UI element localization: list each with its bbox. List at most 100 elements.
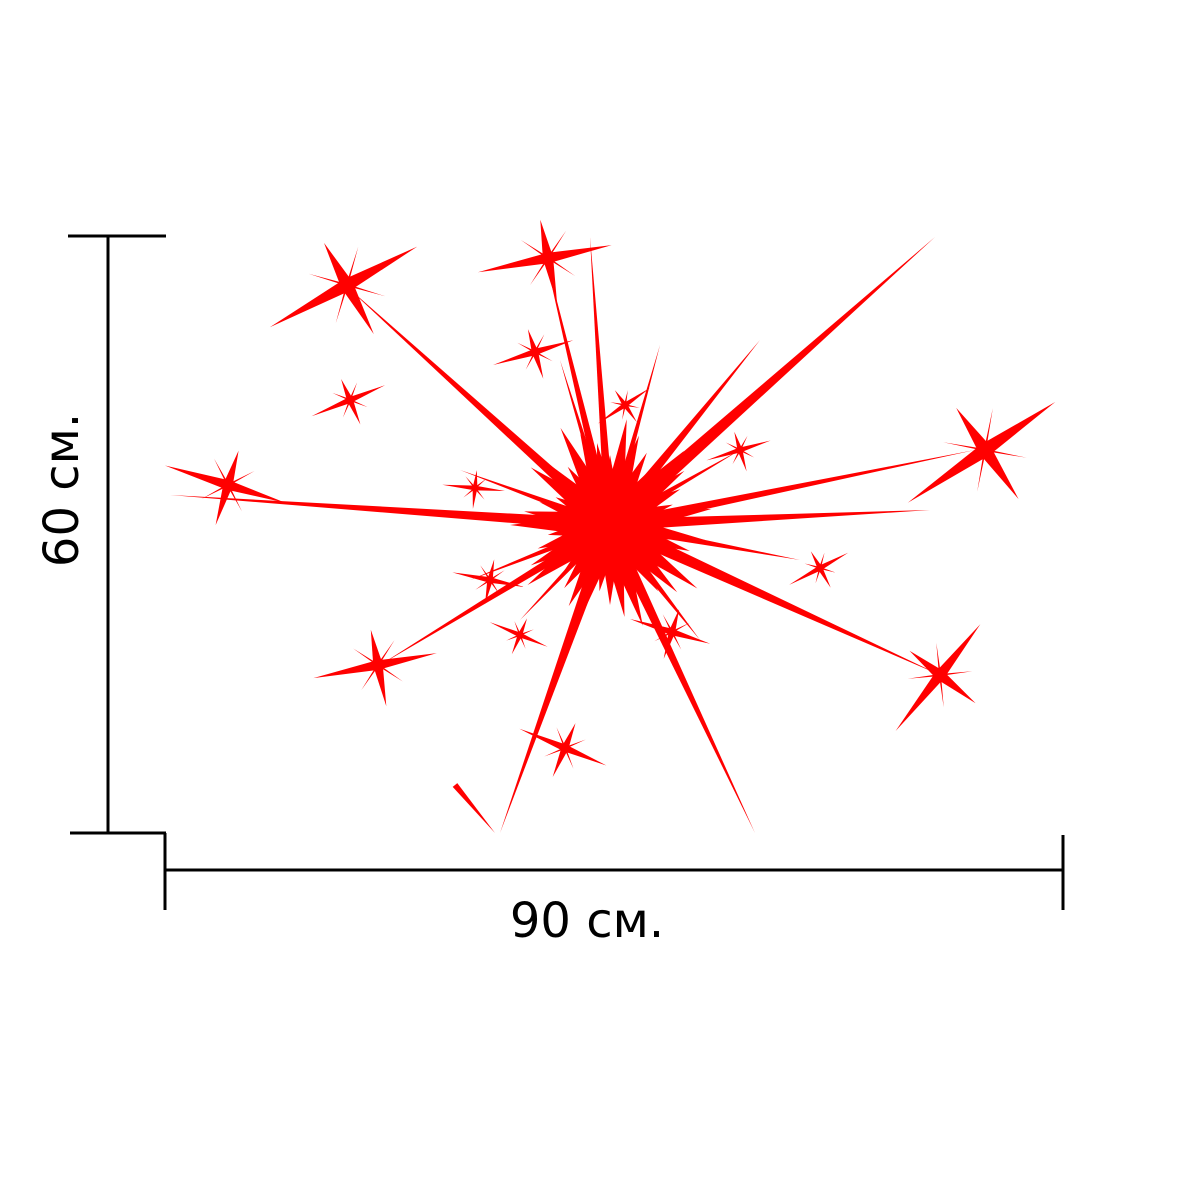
width-dimension: 90 см. [163,833,1065,949]
star-ray [353,648,379,666]
star-ray [732,449,741,465]
spark-ray [345,285,614,530]
star-ray [597,403,627,424]
star-ray [556,727,566,749]
star-ray [480,565,491,581]
star-ray [311,397,352,417]
star-ray [789,565,822,585]
star-ray [489,579,500,595]
star-ray [308,273,348,286]
star-ray [465,476,476,489]
star-ray [489,622,521,638]
star-ray [489,570,505,581]
star-ray [377,640,395,666]
star-ray [671,631,682,650]
star-ray [552,746,569,777]
star-ray [623,403,637,423]
spark-ray [590,237,615,526]
star-ray [622,404,626,420]
star-ray [463,487,476,498]
star-ray [472,470,478,489]
star-ray [739,435,748,451]
star-ray [452,572,491,583]
star-ray [377,664,403,682]
star-ray [324,242,353,289]
star-ray [313,660,379,679]
star-ray [475,579,491,590]
star-ray [487,559,495,581]
star-ray [214,458,229,486]
star-ray [489,577,525,587]
star-ray [534,334,545,353]
star-ray [520,240,549,259]
star-ray [349,399,368,408]
star-ray [519,632,548,647]
spark-center [568,483,652,567]
star-ray [662,614,673,633]
star-ray [936,670,976,704]
spark-ray [609,510,930,531]
star-ray [534,351,553,362]
star-ray [984,449,1027,458]
star-ray [956,407,991,454]
star-ray [804,563,821,569]
star-ray [335,284,348,324]
star-ray [739,440,771,453]
star-ray [624,390,628,406]
star-ray [737,449,747,472]
star-ray [939,671,973,676]
star-ray [361,664,379,690]
star-ray [530,257,549,286]
star-ray [511,634,523,655]
star-ray [810,551,823,570]
star-ray [269,279,351,328]
star-ray [226,480,286,503]
star-ray [341,281,374,335]
star-ray [895,671,945,731]
height-label: 60 см. [34,413,90,567]
star-ray [506,634,521,641]
height-dimension: 60 см. [34,234,166,835]
star-ray [981,402,1056,456]
star-ray [370,629,383,666]
star-ray [540,219,554,259]
star-ray [474,487,485,500]
star-ray [907,674,941,679]
star-ray [474,485,505,491]
star-ray [227,471,255,486]
star-ray [614,390,627,407]
spark-ray [452,783,495,833]
star-ray [542,257,557,303]
star-ray [630,619,673,636]
star-ray [561,723,576,750]
star-ray [223,450,239,487]
star-ray [477,252,549,273]
spark-ray [607,518,940,675]
star-ray [547,257,576,276]
star-ray [472,487,478,509]
star-ray [979,446,1019,500]
star-ray [817,566,831,588]
star-ray [342,399,351,418]
star-ray [343,246,418,291]
star-ray [377,653,437,670]
star-ray [346,284,386,297]
star-ray [663,631,676,659]
star-ray [164,465,230,490]
star-ray [671,622,690,633]
width-label: 90 см. [510,893,664,949]
star-ray [215,483,233,526]
star-ray [671,628,711,644]
star-ray [547,230,566,259]
star-ray [517,618,527,636]
star-ray [519,728,567,752]
star-ray [348,385,385,403]
star-ray [547,245,612,264]
star-ray [346,246,359,286]
star-ray [977,449,986,492]
star-ray [935,624,981,679]
star-ray [442,484,476,491]
star-ray [563,744,607,766]
